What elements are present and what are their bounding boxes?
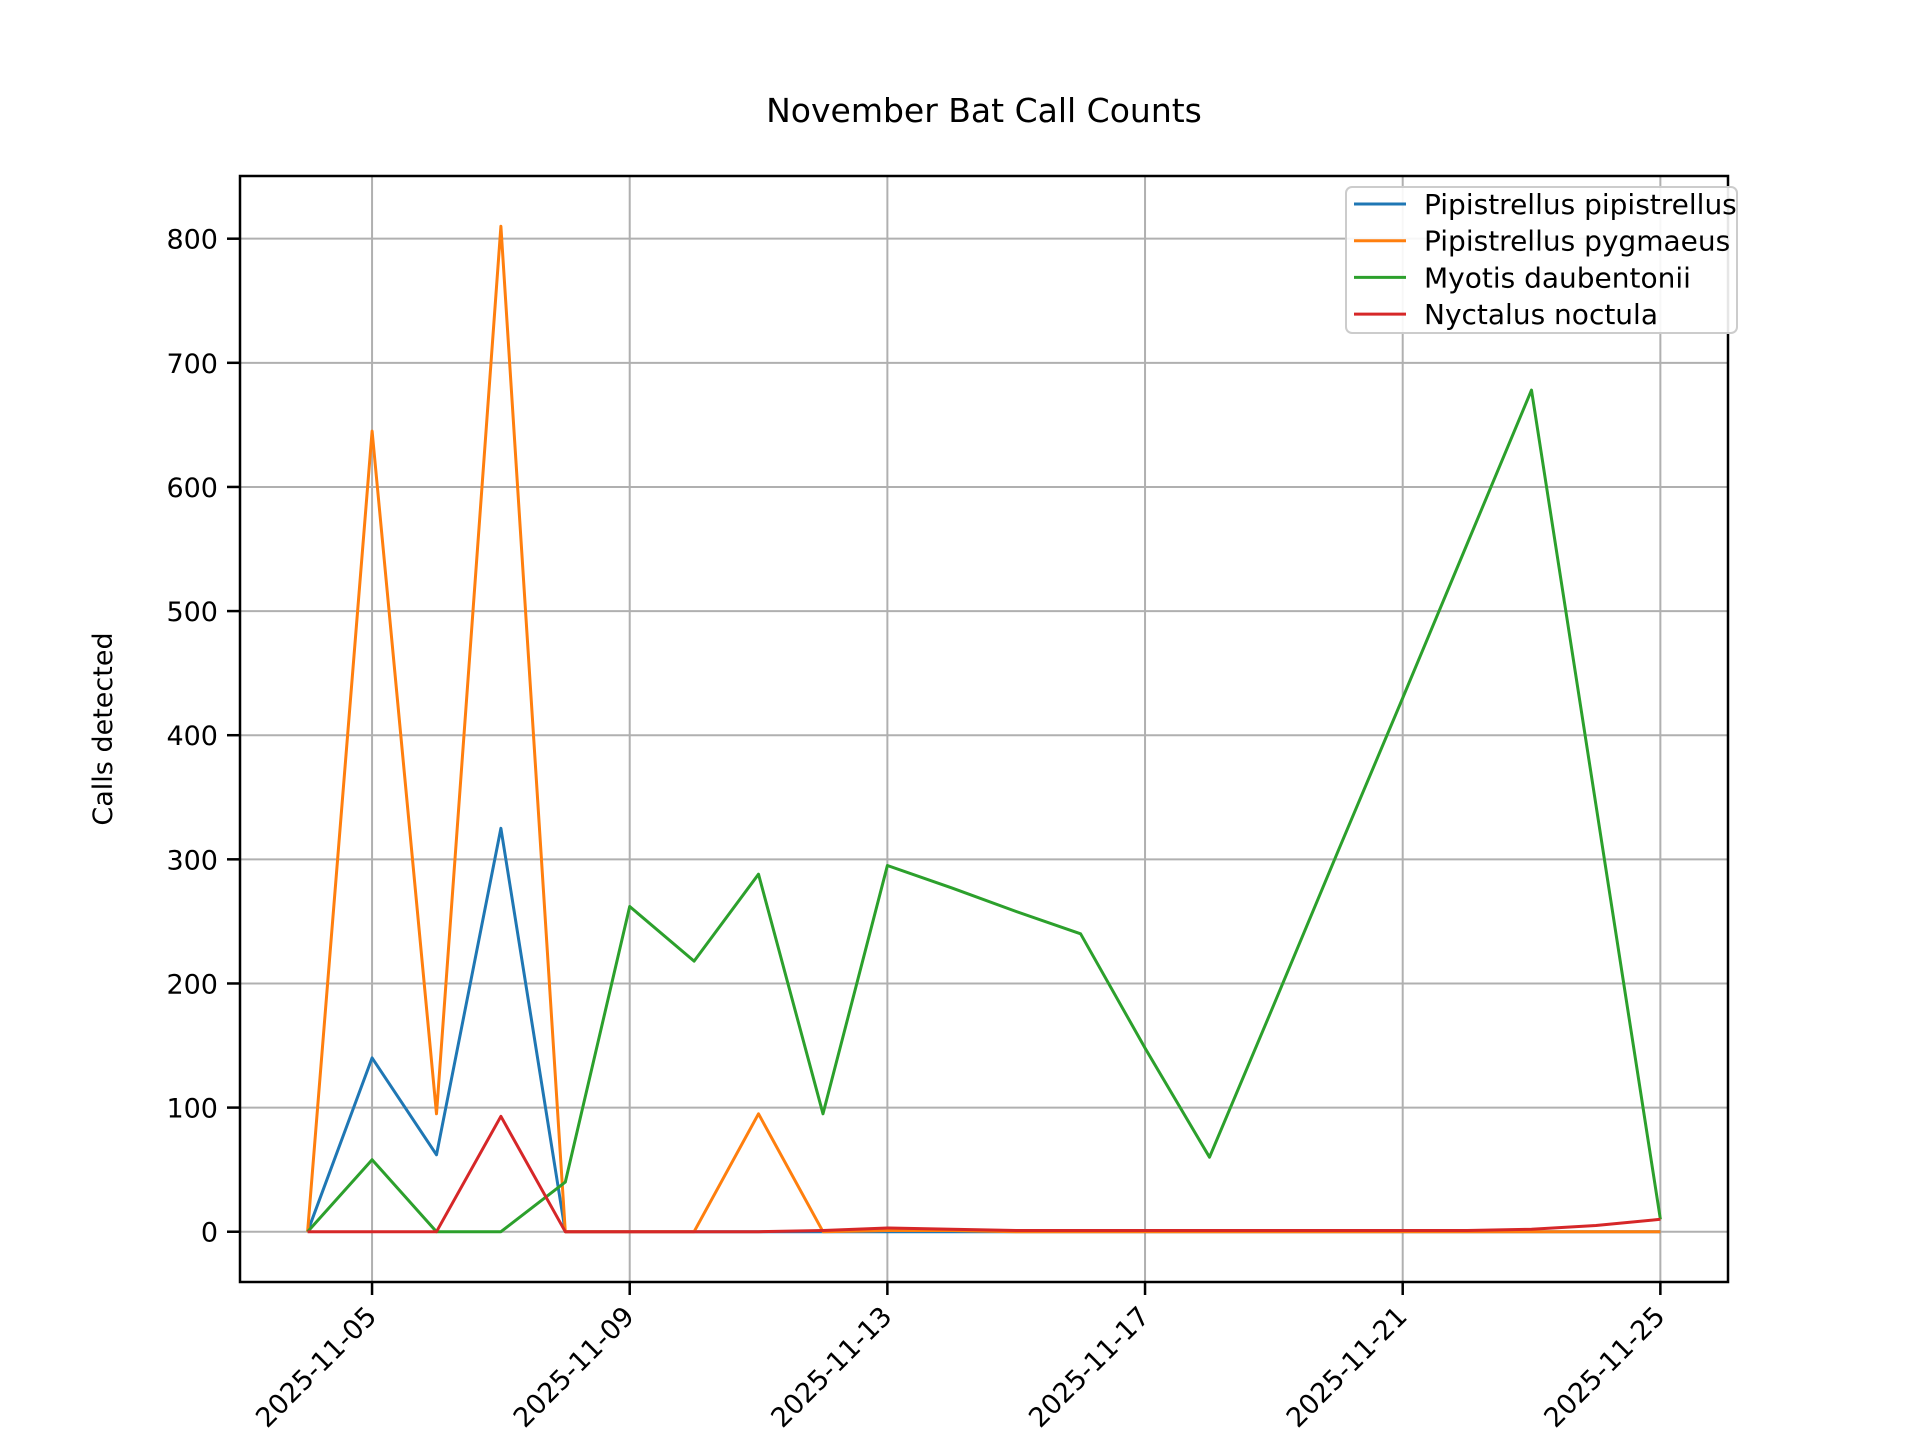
series-line-myotis-daubentonii (306, 388, 1662, 1234)
y-tick-label: 200 (166, 969, 218, 1000)
y-tick-label: 100 (166, 1094, 218, 1125)
y-axis-ticks (227, 237, 240, 1233)
grid-lines (240, 176, 1728, 1282)
y-tick-label: 600 (166, 473, 218, 504)
y-tick-label: 500 (166, 597, 218, 628)
y-tick-label: 800 (166, 225, 218, 256)
legend-label: Myotis daubentonii (1424, 261, 1691, 294)
x-axis-ticks (370, 1282, 1662, 1295)
y-tick-label: 0 (201, 1218, 218, 1249)
y-tick-label: 300 (166, 845, 218, 876)
y-axis-label: Calls detected (88, 632, 119, 825)
series-lines (306, 224, 1662, 1234)
legend: Pipistrellus pipistrellus Pipistrellus py… (1345, 186, 1738, 334)
legend-label: Pipistrellus pipistrellus (1424, 188, 1737, 221)
plot-border (238, 174, 1730, 1284)
y-tick-label: 700 (166, 349, 218, 380)
chart-title: November Bat Call Counts (766, 91, 1202, 130)
y-axis-tick-labels: 0 100 200 300 400 500 600 700 800 (166, 225, 218, 1249)
legend-label: Pipistrellus pygmaeus (1424, 225, 1730, 258)
y-tick-label: 400 (166, 721, 218, 752)
legend-box (1345, 186, 1738, 334)
series-line-nyctalus-noctula (307, 1114, 1661, 1234)
legend-label: Nyctalus noctula (1424, 298, 1658, 331)
